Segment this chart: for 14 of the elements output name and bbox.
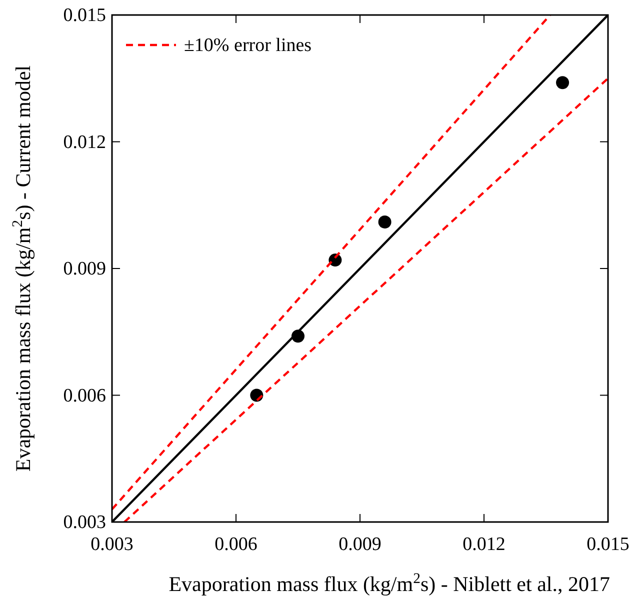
x-tick-label: 0.003 — [90, 534, 134, 555]
x-tick-label: 0.012 — [462, 534, 506, 555]
legend-label: ±10% error lines — [184, 35, 312, 56]
y-tick-label: 0.015 — [63, 5, 106, 26]
point — [378, 216, 392, 229]
x-tick-label: 0.009 — [338, 534, 382, 555]
y-tick-label: 0.006 — [63, 385, 106, 406]
y-tick-label: 0.012 — [63, 132, 106, 153]
x-tick-label: 0.006 — [214, 534, 258, 555]
x-tick-label: 0.015 — [586, 534, 630, 555]
point — [556, 76, 570, 90]
y-tick-label: 0.009 — [63, 258, 106, 280]
y-tick-label: 0.003 — [63, 512, 106, 533]
x-axis-title: Evaporation mass flux (kg/m$^{2}$s) - Niblett et al., 2017 — [168, 571, 610, 596]
